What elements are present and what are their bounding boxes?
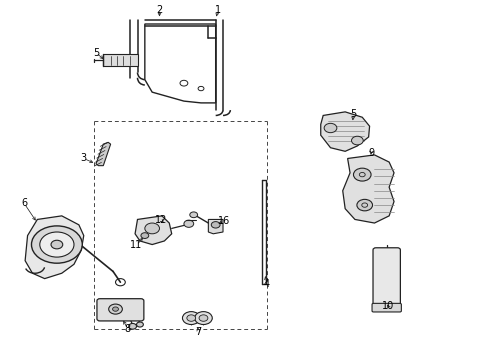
Polygon shape [25, 216, 84, 279]
Polygon shape [103, 54, 138, 66]
Circle shape [190, 212, 197, 218]
Text: 16: 16 [219, 216, 231, 226]
FancyBboxPatch shape [97, 299, 144, 321]
Text: 3: 3 [81, 153, 87, 163]
Text: 11: 11 [130, 240, 143, 250]
Circle shape [211, 222, 220, 228]
Circle shape [141, 233, 149, 238]
Circle shape [199, 315, 208, 321]
Text: 10: 10 [382, 301, 394, 311]
Text: 6: 6 [21, 198, 27, 208]
Circle shape [182, 312, 200, 324]
Circle shape [129, 323, 137, 329]
Text: 1: 1 [215, 5, 221, 15]
Text: 7: 7 [196, 327, 202, 337]
Polygon shape [321, 112, 369, 151]
FancyBboxPatch shape [373, 248, 400, 308]
Text: 8: 8 [124, 324, 131, 334]
Circle shape [137, 322, 144, 327]
Circle shape [51, 240, 63, 249]
Circle shape [195, 312, 212, 324]
Circle shape [351, 136, 363, 145]
Circle shape [109, 304, 122, 314]
Circle shape [31, 226, 82, 263]
Circle shape [187, 315, 196, 321]
Polygon shape [96, 142, 111, 166]
Circle shape [40, 232, 74, 257]
Polygon shape [208, 220, 223, 234]
Circle shape [353, 168, 371, 181]
Text: 5: 5 [350, 109, 357, 119]
Circle shape [324, 123, 337, 133]
Circle shape [184, 220, 194, 227]
Text: 12: 12 [155, 215, 167, 225]
Polygon shape [135, 216, 172, 244]
Text: 4: 4 [264, 279, 270, 289]
Polygon shape [343, 155, 394, 223]
Text: 5: 5 [93, 48, 99, 58]
Text: 9: 9 [368, 148, 374, 158]
Circle shape [357, 199, 372, 211]
Circle shape [145, 223, 159, 234]
Circle shape [113, 307, 119, 311]
Text: 2: 2 [156, 5, 163, 15]
FancyBboxPatch shape [372, 303, 401, 312]
